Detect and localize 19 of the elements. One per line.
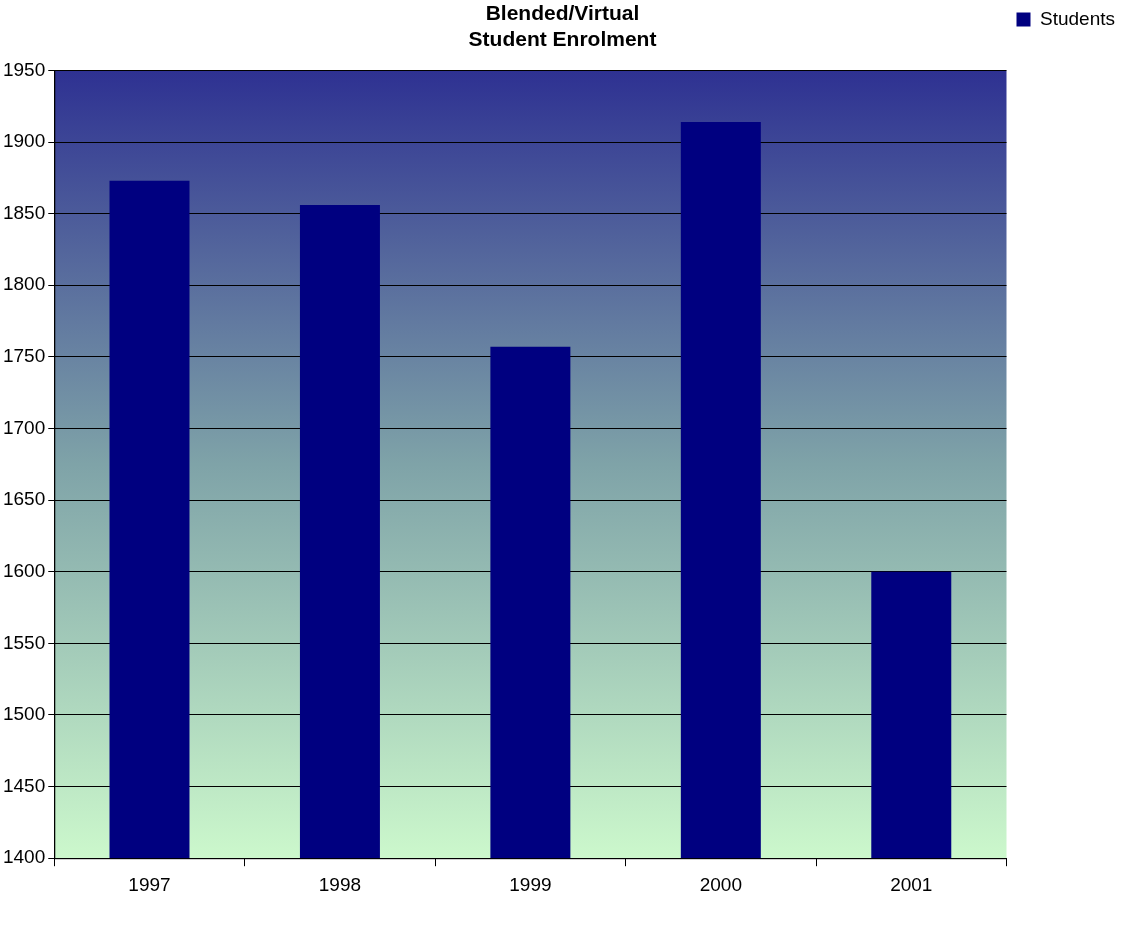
y-tick-label: 1650 xyxy=(2,488,46,510)
chart-title: Blended/Virtual Student Enrolment xyxy=(468,1,657,50)
x-tick-label: 1999 xyxy=(509,873,552,895)
y-tick-label: 1400 xyxy=(2,846,46,868)
y-tick-label: 1550 xyxy=(2,631,46,653)
x-tick-label: 1998 xyxy=(318,873,362,895)
y-tick-label: 1450 xyxy=(2,774,46,796)
y-tick-label: 1500 xyxy=(2,703,46,725)
x-tick-label: 1997 xyxy=(128,873,171,895)
y-tick-label: 1800 xyxy=(2,273,46,295)
legend-label: Students xyxy=(1040,7,1115,29)
y-tick-label: 1950 xyxy=(2,58,46,80)
x-tick-label: 2001 xyxy=(890,873,933,895)
y-tick-label: 1850 xyxy=(2,201,46,223)
y-tick-label: 1700 xyxy=(2,416,46,438)
x-tick-label: 2000 xyxy=(699,873,742,895)
y-tick-label: 1750 xyxy=(2,345,46,367)
y-tick-label: 1600 xyxy=(2,559,46,581)
y-tick-label: 1900 xyxy=(2,130,46,152)
